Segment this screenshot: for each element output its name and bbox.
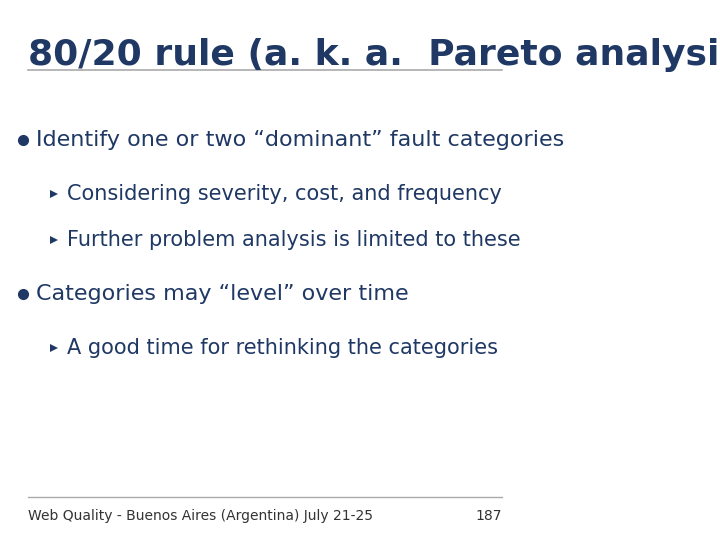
Text: 187: 187 [476,509,503,523]
Text: Further problem analysis is limited to these: Further problem analysis is limited to t… [68,230,521,251]
Text: Categories may “level” over time: Categories may “level” over time [36,284,409,305]
Text: Web Quality - Buenos Aires (Argentina) July 21-25: Web Quality - Buenos Aires (Argentina) J… [29,509,374,523]
Text: A good time for rethinking the categories: A good time for rethinking the categorie… [68,338,498,359]
Text: Considering severity, cost, and frequency: Considering severity, cost, and frequenc… [68,184,503,205]
Text: 80/20 rule (a. k. a.  Pareto analysis): 80/20 rule (a. k. a. Pareto analysis) [29,38,720,72]
Text: Identify one or two “dominant” fault categories: Identify one or two “dominant” fault cat… [36,130,564,151]
